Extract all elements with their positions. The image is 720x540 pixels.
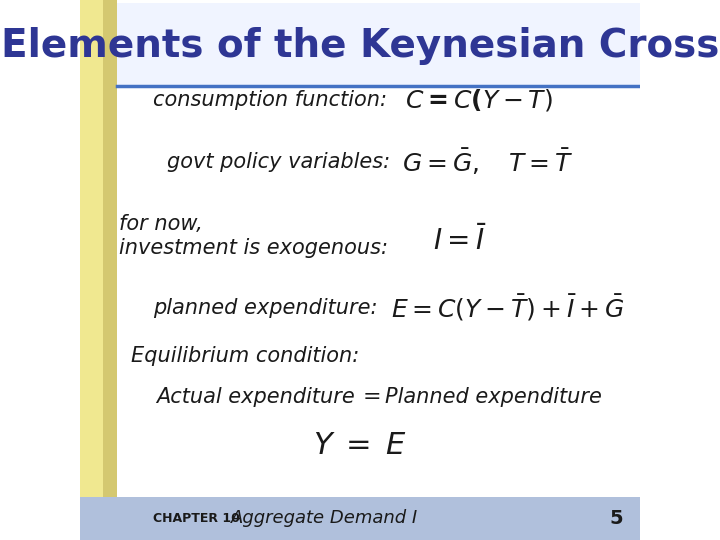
Text: CHAPTER 10: CHAPTER 10 [153,512,240,525]
Text: $\mathbf{\it{G} = \bar{\it{G}},\quad \it{T} = \bar{\it{T}}}$: $\mathbf{\it{G} = \bar{\it{G}},\quad \it… [402,147,573,177]
FancyBboxPatch shape [80,0,102,497]
FancyBboxPatch shape [117,3,640,86]
Text: =: = [363,387,382,407]
Text: Planned expenditure: Planned expenditure [385,387,602,407]
Text: 5: 5 [609,509,623,528]
Text: $\mathbf{\it{Y}\;=\;\it{E}}$: $\mathbf{\it{Y}\;=\;\it{E}}$ [313,431,407,460]
Text: Equilibrium condition:: Equilibrium condition: [130,346,359,367]
Text: planned expenditure:: planned expenditure: [153,298,377,318]
Text: Aggregate Demand I: Aggregate Demand I [231,509,418,528]
Text: govt policy variables:: govt policy variables: [167,152,390,172]
Text: investment is exogenous:: investment is exogenous: [120,238,388,259]
Text: Elements of the Keynesian Cross: Elements of the Keynesian Cross [1,27,719,65]
Text: $\mathbf{\it{I} = \bar{\it{I}}}$: $\mathbf{\it{I} = \bar{\it{I}}}$ [433,225,486,255]
FancyBboxPatch shape [102,0,117,497]
FancyBboxPatch shape [80,497,640,540]
Text: Actual expenditure: Actual expenditure [156,387,354,407]
Text: consumption function:: consumption function: [153,90,387,110]
Text: $\mathbf{\it{C}}$$\mathbf{=}$$\mathbf{\it{C}}$$\mathbf{(\it{Y}-\it{T})}$: $\mathbf{\it{C}}$$\mathbf{=}$$\mathbf{\i… [405,87,553,113]
Text: for now,: for now, [120,214,203,234]
Text: $\mathbf{\it{E} = \it{C}(\it{Y}-\bar{\it{T}})+\bar{\it{I}}+\bar{\it{G}}}$: $\mathbf{\it{E} = \it{C}(\it{Y}-\bar{\it… [391,293,624,323]
